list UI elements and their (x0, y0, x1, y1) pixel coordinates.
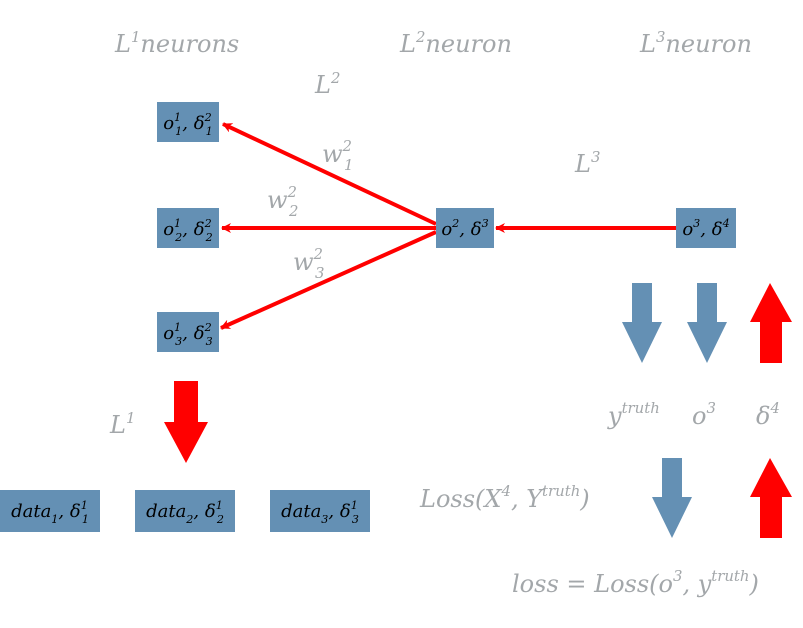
node-l3: o3, δ4 (676, 208, 736, 248)
data-node-1: data1, δ1 1 (0, 490, 100, 532)
svg-text:o3, δ4: o3, δ4 (682, 217, 729, 240)
svg-text:o12, δ22: o1 2, δ2 2 (163, 217, 213, 244)
arrow-l2-to-l1-1 (222, 122, 437, 226)
label-o3: o3 (692, 399, 716, 430)
red-up-arrow-delta4 (750, 283, 792, 363)
weight-label-w3: w2 3 (293, 245, 324, 282)
red-down-arrow-l1 (164, 381, 208, 463)
blue-down-arrow-o3 (687, 283, 727, 363)
layer-label-l2: L2 (314, 69, 340, 99)
data-node-2: data2, δ1 2 (135, 490, 235, 532)
weight-label-w2: w2 2 (267, 183, 298, 220)
label-delta4: δ4 (756, 399, 780, 430)
label-loss-function: Loss(X4, Ytruth) (419, 482, 590, 513)
data-node-3: data3, δ1 3 (270, 490, 370, 532)
node-l2: o2, δ3 (436, 208, 494, 248)
label-ytruth: ytruth (607, 399, 660, 430)
red-up-arrow-loss (750, 458, 792, 538)
svg-text:data1, δ11: data1, δ1 1 (11, 499, 89, 526)
blue-down-arrow-ytruth (622, 283, 662, 363)
svg-text:data3, δ13: data3, δ1 3 (281, 499, 359, 526)
node-l1-1: o1 1, δ2 1 (157, 102, 219, 142)
header-l3-neuron: L3neuron (639, 28, 752, 58)
svg-text:data2, δ12: data2, δ1 2 (146, 499, 224, 526)
blue-down-arrow-loss (652, 458, 692, 538)
svg-text:o11, δ21: o1 1, δ2 1 (163, 111, 213, 138)
header-l1-neurons: L1neurons (114, 28, 239, 58)
arrow-l2-to-l1-3 (220, 230, 437, 330)
header-l2-neuron: L2neuron (399, 28, 512, 58)
label-loss-equation: loss = Loss(o3, ytruth) (512, 567, 759, 598)
layer-label-l3: L3 (574, 148, 600, 178)
node-l1-3: o1 3, δ2 3 (157, 312, 219, 352)
svg-text:o2, δ3: o2, δ3 (441, 217, 488, 240)
node-l1-2: o1 2, δ2 2 (157, 208, 219, 248)
layer-label-l1: L1 (109, 409, 135, 439)
svg-text:o13, δ23: o1 3, δ2 3 (163, 321, 213, 348)
weight-label-w1: w2 1 (322, 137, 353, 174)
